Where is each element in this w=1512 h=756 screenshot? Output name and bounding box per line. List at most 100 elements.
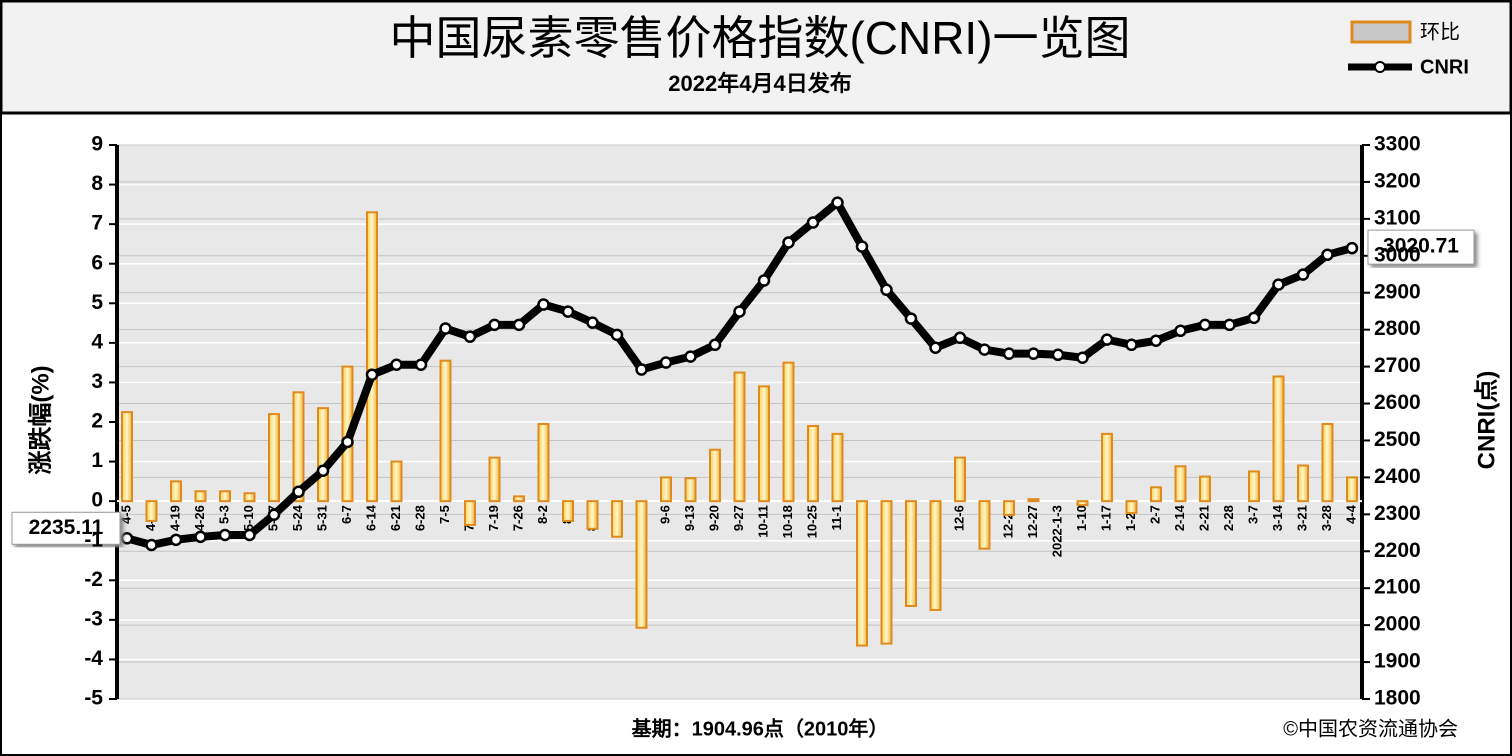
marker — [1247, 311, 1261, 325]
marker — [978, 343, 991, 356]
x-tick-label: 7-26 — [510, 505, 525, 531]
value-label-box — [11, 511, 121, 545]
footnote: 基期：1904.96点（2010年） — [632, 716, 889, 740]
bar — [537, 422, 550, 503]
y-tick-label: 8 — [91, 172, 103, 195]
bar — [390, 460, 403, 503]
legend-swatch-marker — [1374, 61, 1386, 73]
marker — [488, 318, 501, 332]
x-tick-label: 4-19 — [167, 505, 182, 531]
bar — [1174, 465, 1187, 503]
y2-tick-label: 2700 — [1374, 354, 1421, 377]
legend-label: CNRI — [1420, 56, 1469, 78]
y2-tick-label: 3000 — [1374, 243, 1421, 266]
x-tick-label: 3-28 — [1319, 505, 1334, 531]
marker — [1272, 278, 1285, 291]
y-tick-label: -4 — [84, 647, 103, 670]
y2-tick-label: 2500 — [1374, 428, 1421, 451]
marker — [610, 328, 624, 342]
x-tick-label: 5-3 — [216, 505, 231, 524]
marker — [880, 283, 893, 297]
marker — [1125, 338, 1138, 352]
marker — [1174, 324, 1187, 338]
bar — [219, 490, 231, 503]
marker — [757, 274, 771, 287]
y-tick-label: -2 — [84, 568, 103, 591]
marker — [512, 318, 526, 332]
bar — [1346, 476, 1358, 503]
header — [0, 0, 1512, 115]
x-tick-label: 11-1 — [829, 505, 844, 530]
y2-tick-label: 1900 — [1374, 650, 1421, 673]
bar — [1321, 422, 1334, 503]
bar — [243, 492, 256, 503]
bar — [1125, 500, 1138, 515]
marker — [1002, 347, 1016, 360]
x-tick-label: 3-7 — [1245, 505, 1260, 524]
y-tick-label: 6 — [91, 251, 103, 274]
y-tick-label: -1 — [84, 528, 103, 551]
bar — [954, 456, 966, 503]
bar — [1248, 470, 1260, 503]
bar — [439, 359, 452, 503]
bar — [1150, 486, 1162, 503]
x-tick-label: 5-24 — [290, 504, 305, 531]
x-tick-label: 6-28 — [412, 505, 427, 531]
marker — [1321, 248, 1334, 261]
bar — [660, 476, 672, 503]
bar — [366, 211, 378, 503]
bar — [1101, 432, 1113, 503]
marker — [169, 533, 183, 547]
x-tick-label: 4-5 — [118, 505, 133, 524]
x-tick-label: 2-21 — [1196, 505, 1211, 531]
marker — [439, 322, 452, 335]
bar — [611, 500, 623, 538]
x-tick-label: 10-18 — [780, 505, 795, 538]
bar — [464, 500, 476, 526]
legend-label: 环比 — [1420, 20, 1460, 43]
x-tick-label: 12-27 — [1025, 505, 1040, 538]
y-tick-label: -3 — [84, 607, 103, 630]
source: ©中国农资流通协会 — [1283, 717, 1458, 740]
bar — [929, 500, 942, 611]
bar — [513, 495, 525, 503]
marker — [537, 298, 550, 311]
x-tick-label: 7-19 — [486, 505, 501, 531]
marker — [855, 240, 869, 253]
marker — [1100, 333, 1114, 346]
y2-tick-label: 2100 — [1374, 576, 1421, 599]
x-tick-label: 4-26 — [192, 505, 207, 531]
value-label: 2235.11 — [29, 516, 104, 539]
x-tick-label: 6-7 — [339, 505, 354, 524]
x-tick-label: 9-20 — [706, 505, 721, 531]
marker — [194, 530, 207, 544]
x-tick-label: 10-11 — [755, 505, 770, 538]
y2-tick-label: 1800 — [1374, 687, 1421, 710]
bar — [292, 391, 305, 503]
bar — [807, 424, 819, 503]
legend-swatch-bar — [1350, 20, 1412, 44]
x-tick-label: 9-6 — [657, 505, 672, 524]
x-tick-label: 1-17 — [1098, 505, 1113, 531]
marker — [659, 356, 673, 369]
x-tick-label: 10-25 — [804, 505, 819, 538]
value-label-box — [1367, 229, 1475, 265]
bar — [733, 371, 746, 503]
marker — [414, 358, 428, 372]
marker — [684, 350, 697, 363]
marker — [708, 338, 722, 352]
marker — [1345, 241, 1359, 255]
bar — [488, 456, 501, 503]
marker — [243, 528, 256, 542]
y-tick-label: 4 — [91, 330, 103, 353]
marker — [806, 216, 820, 229]
y-axis-label: 涨跌幅(%) — [27, 365, 54, 474]
y-tick-label: 2 — [91, 410, 103, 433]
y2-tick-label: 3300 — [1374, 133, 1421, 156]
marker — [1223, 318, 1236, 332]
marker — [1198, 318, 1212, 332]
chart-title: 中国尿素零售价格指数(CNRI)一览图 — [389, 12, 1130, 64]
x-tick-label: 8-2 — [535, 505, 550, 524]
x-tick-label: 2-14 — [1172, 504, 1187, 531]
y2-tick-label: 2400 — [1374, 465, 1421, 488]
